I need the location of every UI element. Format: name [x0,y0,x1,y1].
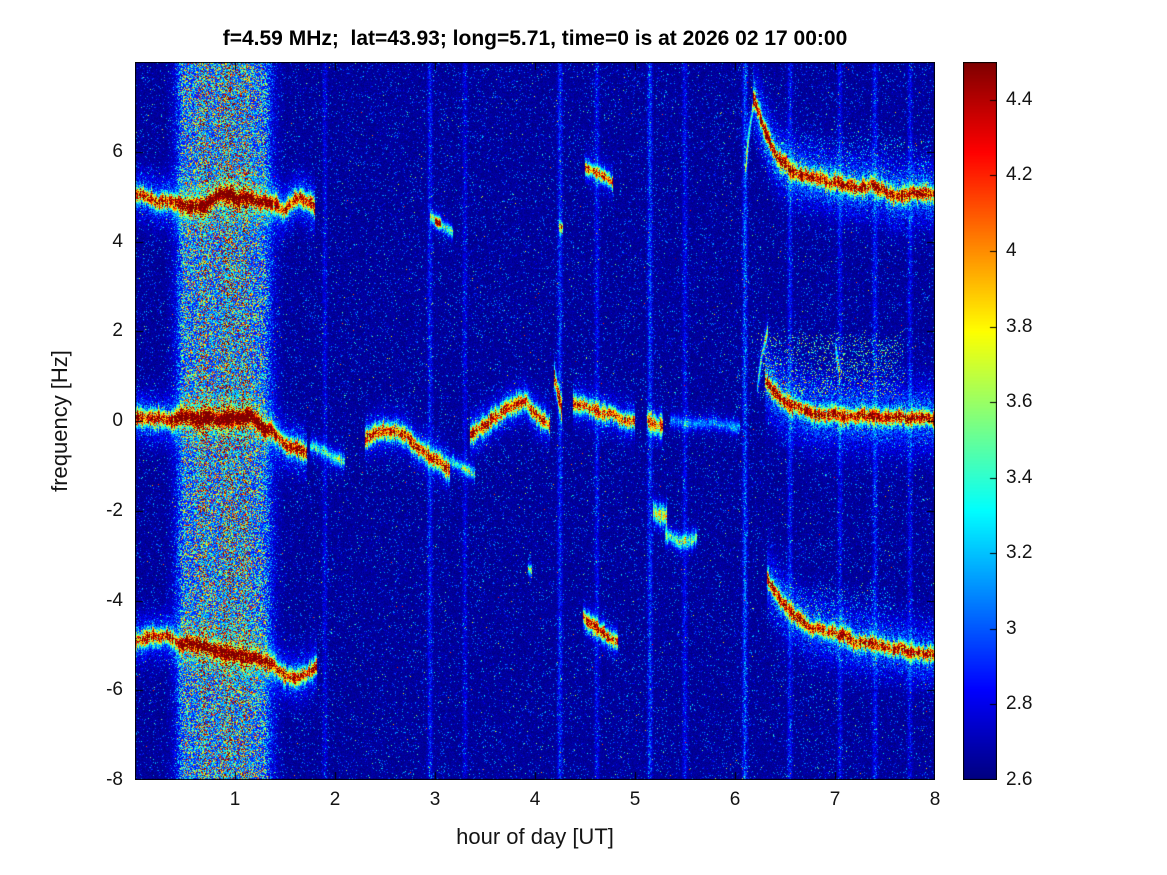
chart-title: f=4.59 MHz; lat=43.93; long=5.71, time=0… [222,27,848,50]
colorbar-tick-label: 4.4 [1006,88,1033,110]
colorbar-tick-label: 3.2 [1006,542,1033,564]
y-tick-label: 4 [112,230,123,252]
y-tick-label: -8 [106,769,123,790]
x-tick-label: 3 [429,789,441,810]
colorbar [963,62,997,780]
colorbar-tick-label: 3 [1006,617,1017,639]
y-tick-label: -6 [106,679,123,701]
y-tick-label: 0 [112,410,123,431]
x-tick-label: 7 [829,789,841,810]
x-tick-label: 5 [629,789,641,810]
colorbar-tick-label: 4 [1006,239,1017,261]
x-tick-label: 6 [729,789,741,810]
y-tick-label: 6 [112,140,123,162]
x-tick-label: 2 [329,789,341,810]
y-tick-label: 2 [112,320,123,342]
y-tick-label: -4 [106,589,123,611]
x-tick-label: 8 [929,789,941,810]
colorbar-tick-label: 3.6 [1006,391,1033,413]
colorbar-tick-label: 3.4 [1006,466,1033,488]
spectrogram-canvas [135,62,935,780]
x-tick-label: 4 [529,789,541,810]
colorbar-tick-label: 2.8 [1006,693,1033,715]
colorbar-tick-label: 2.6 [1006,769,1033,790]
colorbar-tick-label: 3.8 [1006,315,1033,337]
x-tick-label: 1 [229,789,241,810]
x-axis-label: hour of day [UT] [456,824,614,849]
y-tick-label: -2 [106,499,123,521]
colorbar-tick-label: 4.2 [1006,164,1033,186]
